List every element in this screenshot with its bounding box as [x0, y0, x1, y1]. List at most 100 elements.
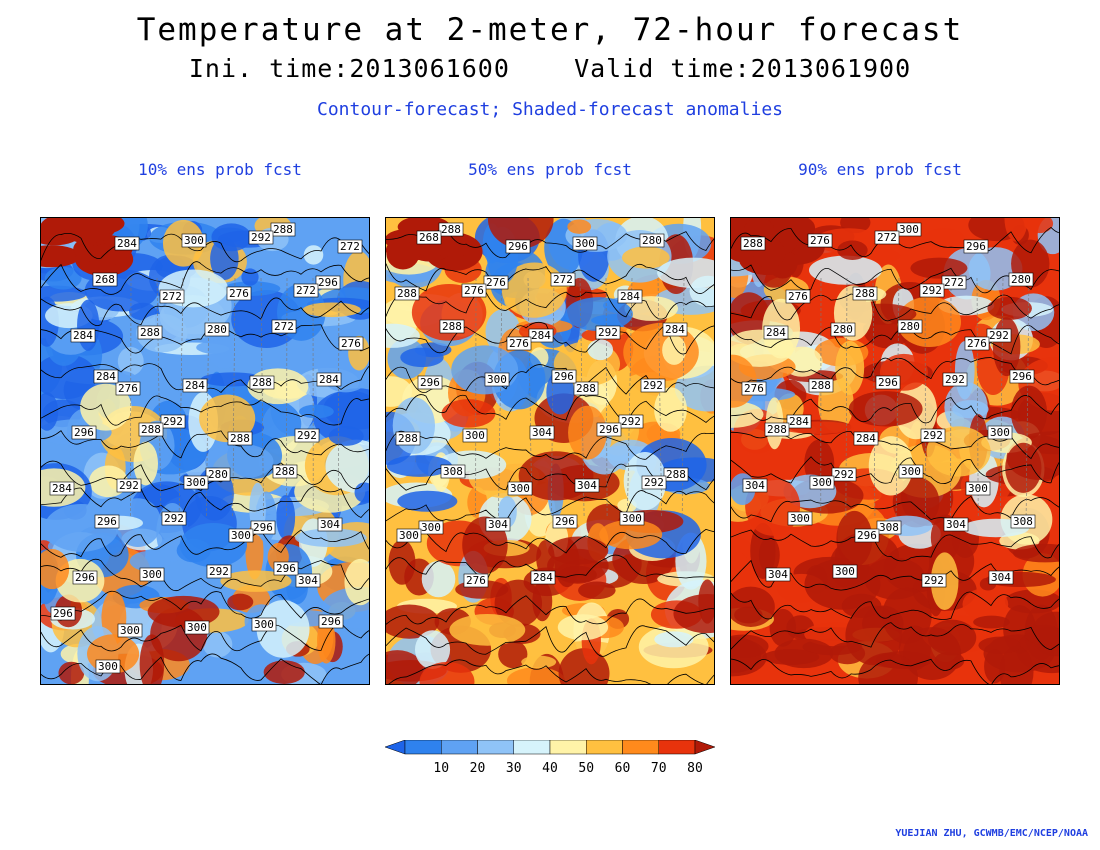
contour-label: 276	[226, 286, 252, 301]
map-panel-90: 300 296 288 276 272 272 280 276 288 292 292 284 280 2…	[730, 217, 1060, 685]
boundary-line	[156, 277, 162, 519]
contour-label: 288	[227, 431, 253, 446]
anomaly-shade	[1010, 385, 1048, 440]
colorbar-box	[441, 740, 478, 755]
contour-line	[731, 622, 1059, 651]
svg-text:292: 292	[297, 429, 317, 442]
anomaly-shade	[731, 586, 775, 627]
anomaly-shade	[599, 519, 663, 550]
boundary-line	[550, 277, 555, 519]
svg-text:272: 272	[553, 273, 573, 286]
anomaly-shade	[587, 339, 614, 361]
svg-text:288: 288	[441, 223, 461, 236]
contour-label: 276	[741, 381, 767, 396]
anomaly-shade	[987, 296, 1032, 320]
anomaly-shade	[303, 245, 324, 265]
contour-label: 288	[272, 464, 298, 479]
anomaly-shade	[139, 634, 165, 684]
anomaly-shade	[1025, 624, 1059, 645]
contour-label: 284	[114, 236, 140, 251]
svg-text:280: 280	[900, 320, 920, 333]
boundary-line	[232, 277, 236, 519]
contour-label: 304	[742, 478, 768, 493]
svg-text:308: 308	[879, 521, 899, 534]
contour-label: 300	[832, 564, 858, 579]
contour-label: 276	[785, 289, 811, 304]
contour-line	[386, 490, 714, 522]
contour-label: 300	[139, 567, 165, 582]
contour-label: 288	[439, 319, 465, 334]
anomaly-shade	[923, 228, 965, 249]
svg-text:300: 300	[231, 529, 251, 542]
svg-text:300: 300	[622, 512, 642, 525]
svg-text:300: 300	[901, 465, 921, 478]
contour-label: 276	[506, 336, 532, 351]
anomaly-shade	[962, 588, 1009, 621]
contour-label: 300	[619, 511, 645, 526]
contour-label: 300	[418, 520, 444, 535]
contour-label: 304	[943, 517, 969, 532]
contour-label: 272	[550, 272, 576, 287]
main-title: Temperature at 2-meter, 72-hour forecast	[136, 12, 964, 48]
anomaly-shade	[841, 593, 882, 618]
svg-text:288: 288	[576, 382, 596, 395]
anomaly-shade	[325, 439, 369, 493]
svg-text:296: 296	[321, 615, 341, 628]
anomaly-shade	[210, 237, 239, 281]
anomaly-shade	[731, 400, 764, 428]
contour-label: 296	[315, 275, 341, 290]
colorbar: 102030405060708090	[385, 740, 715, 776]
colorbar-box	[622, 740, 659, 755]
svg-text:288: 288	[855, 287, 875, 300]
contour-label: 276	[807, 233, 833, 248]
colorbar-tick-label: 60	[615, 761, 631, 776]
contour-label: 296	[854, 528, 880, 543]
svg-text:288: 288	[141, 423, 161, 436]
svg-text:288: 288	[230, 432, 250, 445]
contour-label: 284	[530, 570, 556, 585]
boundary-line	[924, 277, 926, 519]
contour-label: 304	[765, 567, 791, 582]
contour-label: 296	[273, 561, 299, 576]
contour-line	[41, 622, 369, 652]
svg-text:300: 300	[899, 223, 919, 236]
svg-text:284: 284	[766, 326, 786, 339]
contour-line	[731, 293, 1059, 322]
anomaly-shade	[548, 536, 609, 565]
svg-text:272: 272	[877, 231, 897, 244]
contour-label: 284	[182, 378, 208, 393]
contour-label: 296	[551, 369, 577, 384]
contour-label: 284	[662, 322, 688, 337]
svg-text:276: 276	[341, 337, 361, 350]
anomaly-shade	[568, 405, 607, 460]
contour-label: 300	[183, 475, 209, 490]
contour-label: 284	[786, 414, 812, 429]
contour-label: 300	[184, 620, 210, 635]
panel-label-90: 90% ens prob fcst	[798, 160, 962, 179]
svg-text:304: 304	[532, 426, 552, 439]
anomaly-shade	[328, 426, 364, 446]
contour-label: 280	[205, 467, 231, 482]
contour-label: 284	[853, 431, 879, 446]
contour-label: 296	[72, 570, 98, 585]
svg-text:288: 288	[811, 379, 831, 392]
boundary-line	[337, 277, 340, 519]
contour-line	[41, 297, 369, 326]
contour-label: 288	[249, 375, 275, 390]
contour-line	[731, 529, 1059, 562]
svg-text:296: 296	[857, 529, 877, 542]
svg-text:280: 280	[642, 234, 662, 247]
contour-label: 292	[831, 467, 857, 482]
contour-label: 276	[463, 573, 489, 588]
colorbar-tick-label: 70	[651, 761, 667, 776]
contour-label: 292	[595, 325, 621, 340]
svg-text:304: 304	[320, 518, 340, 531]
boundary-line	[1025, 277, 1030, 519]
svg-text:268: 268	[95, 273, 115, 286]
anomaly-shade	[848, 391, 923, 427]
anomaly-shade	[1026, 218, 1054, 234]
anomaly-shade	[506, 667, 566, 684]
svg-text:292: 292	[209, 565, 229, 578]
contour-label: 292	[921, 573, 947, 588]
contour-label: 284	[316, 372, 342, 387]
